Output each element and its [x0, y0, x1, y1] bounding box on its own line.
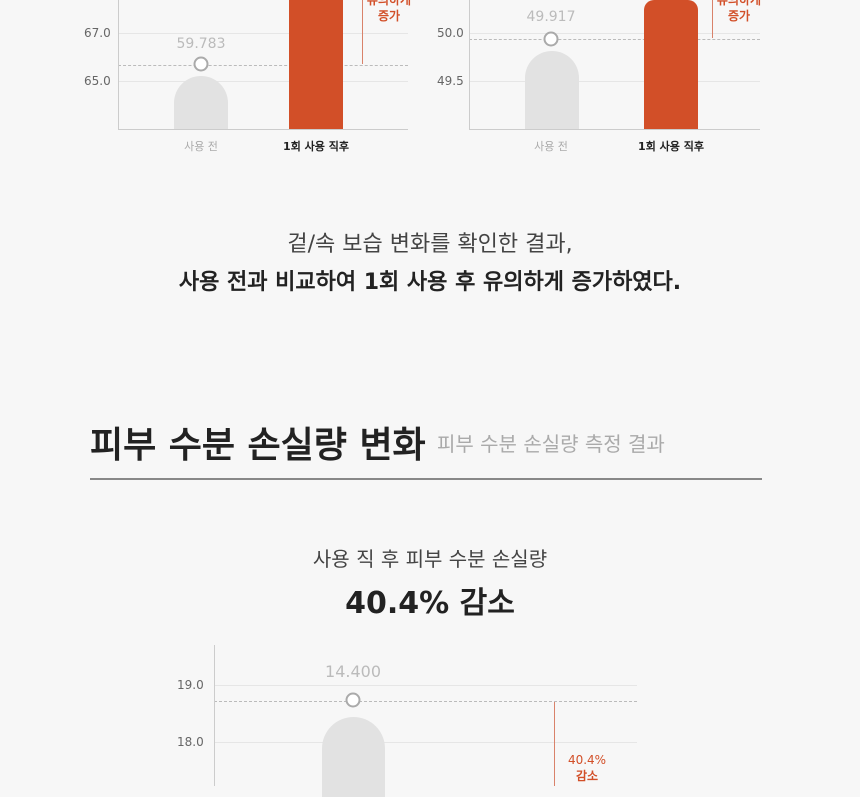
headline-line-2: 40.4% 감소 [345, 586, 515, 621]
gridline [118, 33, 408, 34]
y-tick: 67.0 [84, 26, 111, 40]
y-tick: 65.0 [84, 74, 111, 88]
y-tick: 50.0 [437, 26, 464, 40]
gridline [118, 81, 408, 82]
value-label: 14.400 [325, 662, 381, 681]
summary-line-1: 겉/속 보습 변화를 확인한 결과, [287, 232, 573, 257]
x-axis [469, 129, 760, 130]
y-tick: 49.5 [437, 74, 464, 88]
x-label: 사용 전 [534, 140, 568, 153]
bar-before [322, 717, 385, 797]
arrow [362, 0, 363, 64]
summary-line-2: 사용 전과 비교하여 1회 사용 후 유의하게 증가하였다. [178, 270, 682, 295]
x-label: 사용 전 [184, 140, 218, 153]
reference-line [118, 65, 408, 66]
value-label: 59.783 [176, 36, 226, 52]
y-axis [469, 0, 470, 130]
section-divider [90, 478, 762, 480]
bar-before [525, 51, 579, 129]
arrow [554, 702, 555, 786]
gridline [214, 742, 637, 743]
value-label: 49.917 [526, 9, 576, 25]
y-axis [118, 0, 119, 130]
section-subtitle: 피부 수분 손실량 측정 결과 [437, 432, 665, 456]
bar-after [644, 0, 698, 129]
x-label: 1회 사용 직후 [638, 140, 704, 153]
headline-line-1: 사용 직 후 피부 수분 손실량 [312, 547, 548, 571]
gridline [469, 81, 760, 82]
annotation: 유의하게 증가 [366, 0, 412, 23]
gridline [214, 685, 637, 686]
bar-after [289, 0, 343, 129]
x-label: 1회 사용 직후 [283, 140, 349, 153]
y-axis [214, 645, 215, 786]
reference-line [214, 701, 637, 702]
reference-line [469, 39, 760, 40]
annotation: 40.4% 감소 [567, 753, 607, 783]
bar-before [174, 76, 228, 129]
marker-dot [345, 692, 361, 708]
annotation: 유의하게 증가 [716, 0, 762, 23]
y-tick: 19.0 [177, 678, 204, 692]
marker-dot [193, 56, 209, 72]
x-axis [118, 129, 408, 130]
arrow [712, 0, 713, 38]
marker-dot [543, 31, 559, 47]
gridline [469, 33, 760, 34]
y-tick: 18.0 [177, 735, 204, 749]
section-title: 피부 수분 손실량 변화 [90, 425, 426, 466]
